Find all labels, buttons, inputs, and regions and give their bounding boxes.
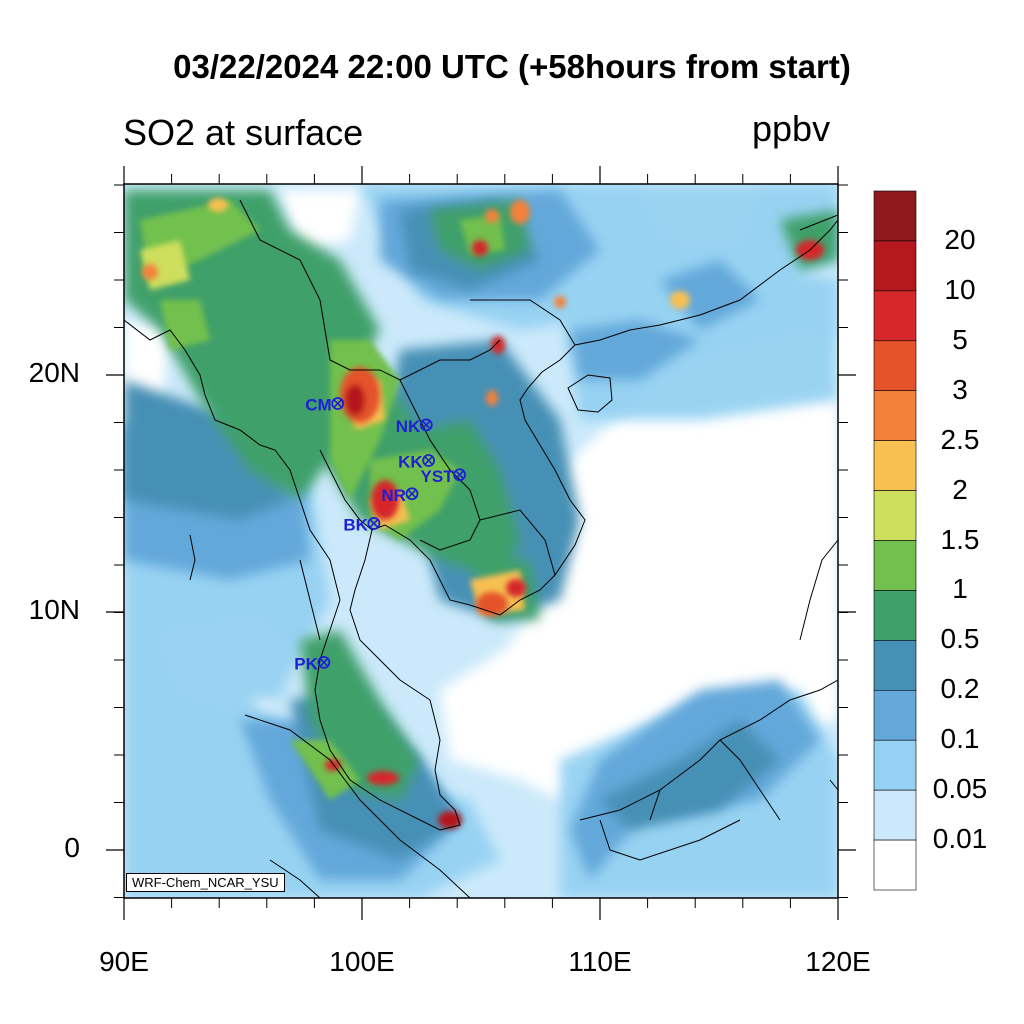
station-label: CM <box>305 396 331 415</box>
station-nr: NR <box>381 486 419 505</box>
colorbar-swatch <box>873 440 917 491</box>
station-cross <box>333 399 343 408</box>
colorbar-swatch <box>873 739 917 791</box>
station-label: BK <box>343 515 368 534</box>
station-marker-icon <box>367 517 381 530</box>
station-cross <box>424 456 434 465</box>
minor-ticks <box>114 174 848 908</box>
colorbar-label: 0.1 <box>940 723 980 755</box>
station-label: PK <box>294 654 318 673</box>
lon-label-110e: 110E <box>568 946 632 977</box>
station-label: NK <box>396 417 421 436</box>
colorbar-label: 0.01 <box>932 823 988 855</box>
colorbar-swatch <box>873 789 917 841</box>
station-kk: KK <box>398 453 436 472</box>
station-marker-icon <box>331 397 345 410</box>
lat-label-20n: 20N <box>28 357 80 388</box>
colorbar-label: 1 <box>952 573 968 605</box>
colorbar-swatch <box>873 689 917 741</box>
lon-label-90e: 90E <box>99 946 149 977</box>
station-bk: BK <box>343 515 381 534</box>
colorbar-swatch <box>873 340 917 392</box>
variable-title: SO2 at surface <box>123 112 364 153</box>
station-cross <box>369 519 379 528</box>
colorbar-label: 2 <box>952 473 968 505</box>
station-marker-icon <box>317 655 331 669</box>
lat-label-eq: 0 <box>64 832 80 863</box>
map-title: 03/22/2024 22:00 UTC (+58hours from star… <box>173 48 851 85</box>
colorbar-label: 0.05 <box>932 773 988 805</box>
station-nk: NK <box>396 417 433 436</box>
station-cross <box>319 658 329 667</box>
station-marker-icon <box>419 418 433 432</box>
station-marker-icon <box>453 468 466 482</box>
colorbar-label: 2.5 <box>940 423 980 455</box>
colorbar-label: 0.5 <box>940 623 980 655</box>
coastlines <box>124 199 838 898</box>
colorbar-label: 1.5 <box>940 523 980 555</box>
colorbar-swatch <box>873 190 917 242</box>
station-label: KK <box>398 453 423 472</box>
colorbar-label: 10 <box>944 273 976 305</box>
station-cm: CM <box>305 396 345 415</box>
station-label: YST <box>421 467 455 486</box>
colorbar-swatch <box>873 290 917 342</box>
lon-label-100e: 100E <box>329 946 395 977</box>
lon-label-120e: 120E <box>805 946 871 977</box>
colorbar-swatch <box>873 540 917 591</box>
colorbar-swatch <box>873 240 917 292</box>
station-marker-icon <box>422 454 436 467</box>
colorbar-swatch <box>873 839 917 891</box>
station-cross <box>421 420 431 430</box>
model-label: WRF-Chem_NCAR_YSU <box>126 873 285 892</box>
colorbar-label: 20 <box>944 223 976 255</box>
units-title: ppbv <box>752 108 831 149</box>
colorbar-label: 5 <box>952 323 968 355</box>
colorbar-swatch <box>873 490 917 541</box>
station-label: NR <box>381 486 406 505</box>
colorbar <box>873 190 917 891</box>
station-cross <box>407 489 417 499</box>
map-frame <box>123 183 839 899</box>
colorbar-swatch <box>873 640 917 691</box>
station-marker-icon <box>405 487 419 501</box>
so2-field <box>124 184 838 898</box>
colorbar-label: 3 <box>952 373 968 405</box>
station-cross <box>455 470 464 480</box>
colorbar-label: 0.2 <box>940 673 980 705</box>
colorbar-swatch <box>873 390 917 441</box>
station-yst: YST <box>421 467 466 486</box>
lat-label-10n: 10N <box>28 594 80 625</box>
colorbar-swatch <box>873 590 917 641</box>
station-pk: PK <box>294 654 331 673</box>
